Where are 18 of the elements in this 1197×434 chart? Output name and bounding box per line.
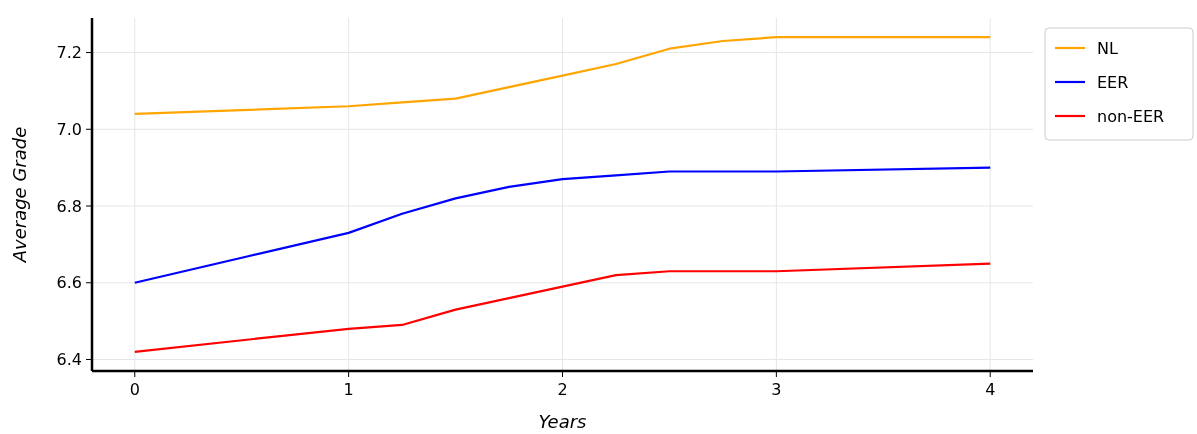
x-tick-label: 1 — [343, 380, 354, 399]
legend-label: NL — [1097, 38, 1118, 58]
y-tick-label: 7.0 — [56, 119, 82, 139]
legend-label: EER — [1097, 72, 1129, 92]
x-tick-label: 2 — [557, 380, 568, 399]
y-tick-label: 7.2 — [56, 43, 82, 63]
x-tick-label: 0 — [129, 380, 140, 399]
x-tick-label: 3 — [771, 380, 782, 399]
line-series — [133, 36, 992, 116]
y-axis-title: Average Grade — [9, 126, 30, 264]
x-tick-label: 4 — [985, 380, 996, 399]
y-tick-label: 6.6 — [56, 273, 82, 293]
x-axis-title: Years — [538, 411, 587, 432]
line-series — [133, 166, 992, 284]
y-tick-label: 6.4 — [56, 350, 82, 370]
legend-label: non-EER — [1097, 106, 1165, 126]
y-tick-label: 6.8 — [56, 196, 82, 216]
line-series — [133, 262, 992, 353]
